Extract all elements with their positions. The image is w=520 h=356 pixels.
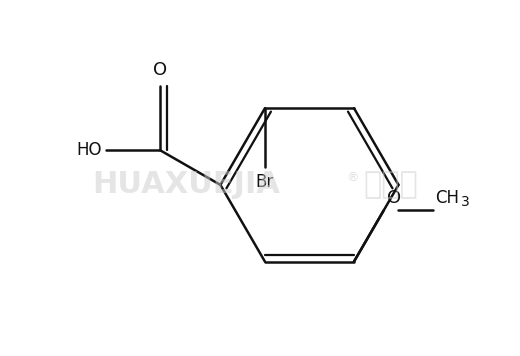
- Text: HUAXUEJIA: HUAXUEJIA: [92, 171, 280, 199]
- Text: ®: ®: [346, 172, 359, 184]
- Text: 3: 3: [461, 195, 470, 209]
- Text: Br: Br: [256, 173, 274, 191]
- Text: 化学加: 化学加: [364, 171, 419, 199]
- Text: O: O: [387, 189, 401, 206]
- Text: HO: HO: [76, 141, 102, 159]
- Text: CH: CH: [435, 189, 459, 206]
- Text: O: O: [153, 61, 167, 79]
